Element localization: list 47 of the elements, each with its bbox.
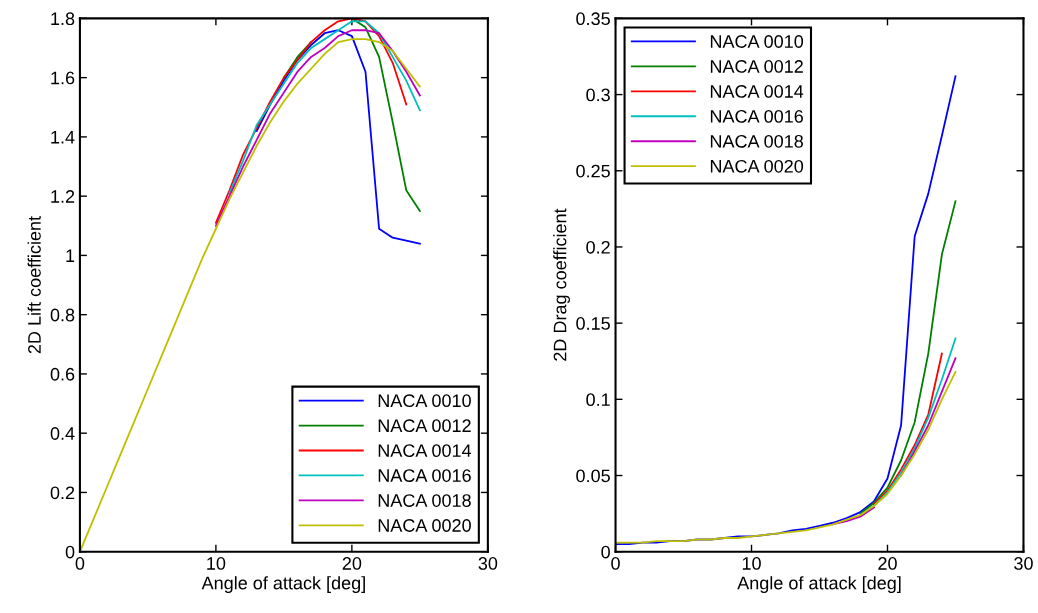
- x-tick-label: 30: [1014, 557, 1033, 570]
- line-series: [615, 370, 957, 544]
- y-tick-label: 0.8: [50, 308, 75, 322]
- y-axis-title: 2D Lift coefficient: [27, 216, 41, 354]
- x-tick-label: 10: [207, 557, 226, 570]
- y-tick-label: 1.4: [51, 131, 75, 144]
- legend-label: NACA 0012: [710, 60, 803, 73]
- legend-label: NACA 0018: [710, 134, 803, 148]
- y-tick-label: 0.2: [50, 486, 75, 500]
- y-tick-label: 0.6: [50, 367, 75, 381]
- legend-label: NACA 0012: [378, 419, 471, 433]
- y-axis-title: 2D Drag coefficient: [553, 208, 570, 361]
- y-tick-label: 0: [601, 545, 610, 559]
- legend-label: NACA 0016: [378, 469, 471, 482]
- y-tick-label: 0.4: [50, 427, 75, 440]
- y-tick-label: 0.05: [576, 469, 610, 483]
- y-tick-label: 0.25: [576, 164, 610, 178]
- y-tick-label: 1.2: [51, 190, 75, 203]
- x-tick-label: 10: [742, 557, 761, 570]
- line-series: [228, 20, 421, 195]
- y-tick-label: 0: [65, 545, 75, 559]
- y-tick-label: 1.6: [51, 71, 75, 85]
- x-axis-title: Angle of attack [deg]: [737, 576, 901, 593]
- legend-label: NACA 0020: [710, 159, 804, 173]
- legend-label: NACA 0016: [710, 109, 803, 123]
- x-tick-label: 0: [611, 557, 620, 570]
- y-tick-label: 0.35: [576, 12, 610, 26]
- line-series: [255, 29, 421, 245]
- y-tick-label: 0.15: [576, 317, 610, 330]
- y-tick-label: 0.2: [586, 240, 610, 254]
- y-tick-label: 1: [66, 249, 75, 262]
- y-tick-label: 0.3: [586, 88, 610, 102]
- legend-label: NACA 0014: [710, 85, 804, 98]
- legend-label: NACA 0020: [378, 519, 471, 532]
- line-series: [859, 200, 957, 515]
- legend-label: NACA 0014: [378, 444, 472, 458]
- x-tick-label: 20: [878, 557, 897, 570]
- line-series: [872, 352, 943, 506]
- legend-label: NACA 0010: [710, 35, 804, 48]
- y-tick-label: 1.8: [51, 12, 75, 26]
- y-tick-label: 0.1: [586, 393, 610, 407]
- x-tick-label: 30: [478, 557, 498, 570]
- x-tick-label: 20: [342, 557, 362, 570]
- legend-label: NACA 0018: [378, 494, 471, 507]
- x-axis-title: Angle of attack [deg]: [201, 576, 365, 593]
- legend-label: NACA 0010: [378, 394, 471, 408]
- x-tick-label: 0: [75, 557, 85, 570]
